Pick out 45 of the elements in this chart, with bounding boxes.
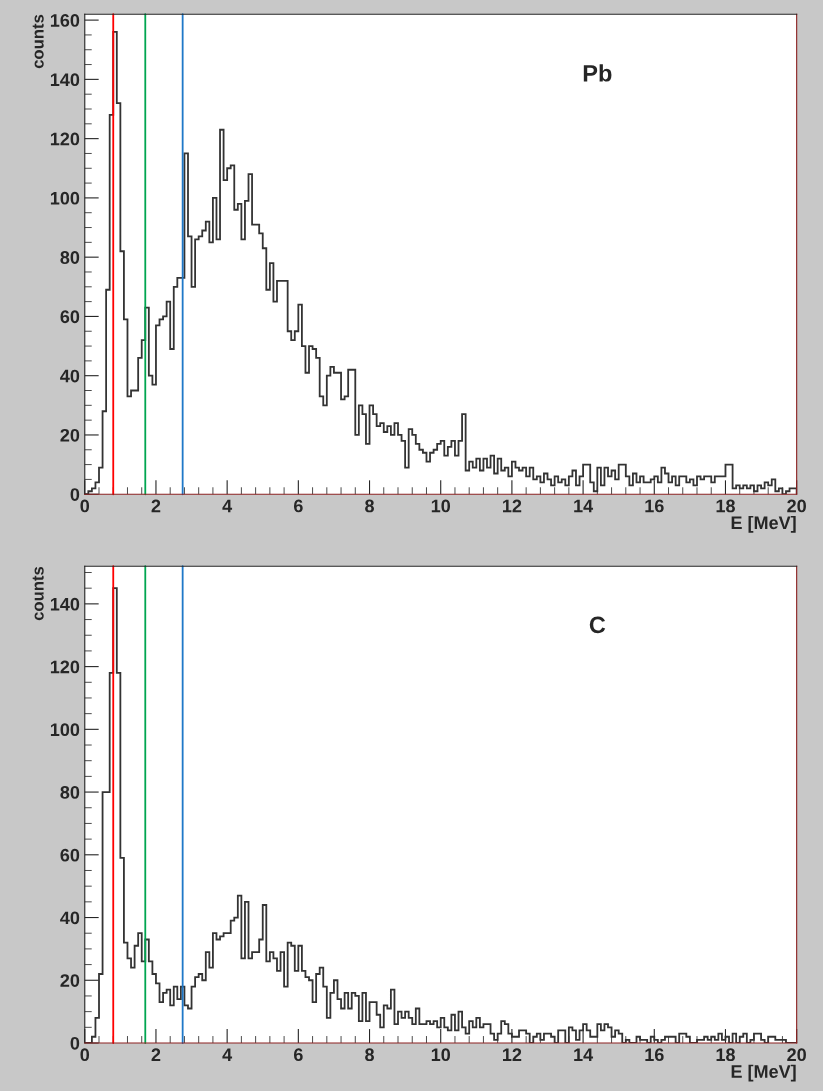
x-tick-label: 10	[431, 1048, 451, 1062]
y-tick-label: 0	[70, 1036, 80, 1050]
y-tick-label: 120	[50, 660, 80, 674]
x-tick-label: 6	[293, 499, 303, 513]
y-axis-title: counts	[32, 566, 44, 621]
x-tick-label: 2	[151, 1048, 161, 1061]
y-tick-label: 140	[50, 73, 80, 87]
x-tick-label: 0	[80, 499, 90, 513]
y-tick-label: 100	[50, 191, 80, 205]
x-tick-label: 16	[645, 1048, 664, 1062]
y-tick-label: 80	[60, 251, 80, 264]
x-tick-label: 14	[574, 1048, 594, 1061]
x-tick-label: 8	[365, 499, 374, 513]
y-tick-label: 20	[60, 974, 80, 987]
x-tick-label: 12	[503, 1048, 522, 1061]
x-tick-label: 14	[574, 499, 594, 513]
y-tick-label: 140	[50, 597, 80, 611]
annotation: Pb	[583, 64, 612, 82]
y-tick-label: 40	[60, 911, 80, 925]
x-tick-label: 8	[365, 1048, 374, 1062]
y-axis-title: counts	[32, 14, 44, 69]
y-tick-label: 80	[60, 786, 80, 799]
annotation: C	[589, 616, 606, 634]
x-tick-label: 10	[431, 499, 451, 513]
x-tick-label: 12	[503, 499, 522, 513]
x-tick-label: 2	[151, 499, 161, 513]
x-tick-label: 0	[80, 1048, 90, 1062]
y-tick-label: 100	[50, 723, 80, 737]
x-tick-label: 4	[222, 1048, 233, 1061]
x-tick-label: 18	[716, 1048, 735, 1062]
y-tick-label: 40	[60, 369, 80, 383]
x-tick-label: 20	[787, 499, 806, 513]
x-tick-label: 18	[716, 499, 735, 513]
x-axis-title: E [MeV]	[731, 515, 796, 533]
x-tick-label: 20	[787, 1048, 806, 1062]
y-tick-label: 120	[50, 132, 80, 146]
x-tick-label: 16	[645, 499, 664, 513]
x-tick-label: 6	[293, 1048, 303, 1062]
y-tick-label: 160	[50, 14, 80, 27]
y-tick-label: 60	[60, 310, 80, 324]
x-tick-label: 4	[222, 499, 233, 513]
x-axis-title: E [MeV]	[731, 1064, 796, 1082]
y-tick-label: 20	[60, 428, 80, 442]
y-tick-label: 60	[60, 848, 80, 862]
y-tick-label: 0	[70, 488, 80, 501]
